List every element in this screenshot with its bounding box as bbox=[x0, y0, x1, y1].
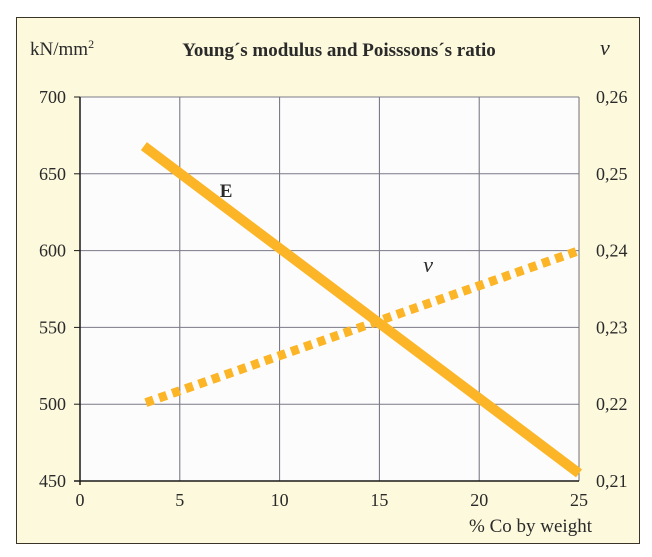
y-right-tick-label: 0,21 bbox=[596, 471, 628, 491]
y-right-tick-label: 0,24 bbox=[596, 241, 628, 261]
y-left-tick-label: 600 bbox=[39, 241, 66, 261]
series-layer: Eν bbox=[140, 142, 583, 478]
series-label-E: E bbox=[220, 181, 233, 202]
series-line-nu bbox=[144, 246, 581, 407]
x-tick-label: 15 bbox=[370, 490, 388, 510]
y-left-tick-label: 450 bbox=[39, 471, 66, 491]
y-right-tick-label: 0,22 bbox=[596, 394, 628, 414]
y-right-tick-label: 0,25 bbox=[596, 164, 628, 184]
y-left-tick-label: 700 bbox=[39, 87, 66, 107]
series-line-E bbox=[140, 142, 583, 478]
y-left-axis-label: kN/mm2 bbox=[30, 37, 94, 60]
y-right-tick-label: 0,26 bbox=[596, 87, 628, 107]
x-tick-label: 20 bbox=[470, 490, 488, 510]
x-axis-label: % Co by weight bbox=[469, 516, 593, 537]
y-right-tick-label: 0,23 bbox=[596, 317, 628, 337]
y-left-tick-label: 550 bbox=[39, 317, 66, 337]
y-left-tick-label: 650 bbox=[39, 164, 66, 184]
axes bbox=[74, 96, 579, 485]
superscript: 2 bbox=[88, 37, 94, 51]
tick-labels: 0 5 10 15 20 25 450 500 550 600 650 700 0,21 0,22 0,23… bbox=[39, 87, 628, 510]
series-label-nu: ν bbox=[423, 252, 433, 277]
x-tick-label: 25 bbox=[570, 490, 588, 510]
y-left-tick-label: 500 bbox=[39, 394, 66, 414]
x-tick-label: 10 bbox=[271, 490, 289, 510]
grid bbox=[80, 96, 580, 481]
x-tick-label: 0 bbox=[76, 490, 85, 510]
y-right-axis-label: ν bbox=[600, 35, 610, 60]
x-tick-label: 5 bbox=[175, 490, 184, 510]
chart-title: Young´s modulus and Poisssons´s ratio bbox=[182, 40, 496, 61]
